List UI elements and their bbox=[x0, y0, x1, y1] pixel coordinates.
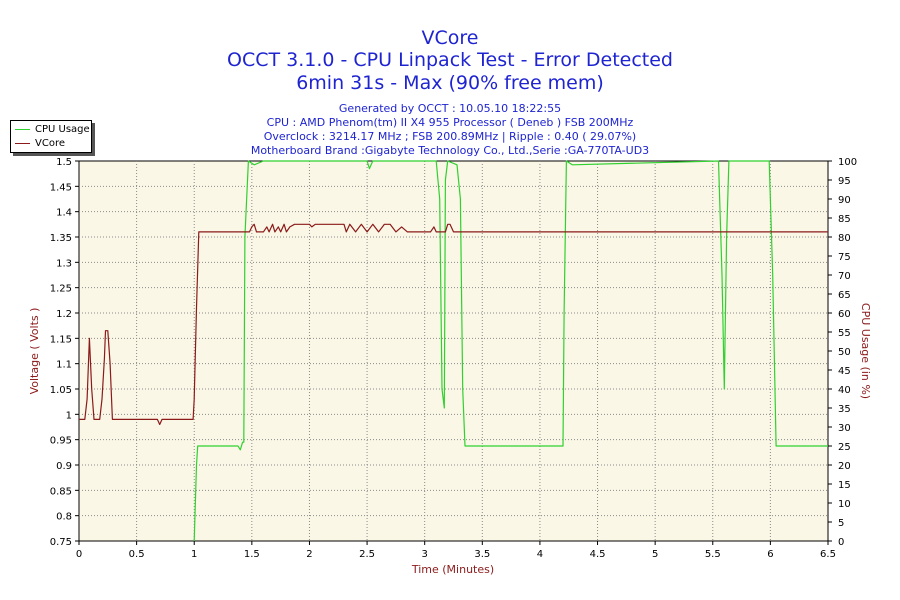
y2-tick-label: 25 bbox=[838, 442, 851, 453]
y-tick-label: 1.25 bbox=[50, 284, 72, 295]
x-tick-label: 6.5 bbox=[820, 549, 836, 560]
y2-tick-label: 15 bbox=[838, 480, 851, 491]
x-tick-label: 6 bbox=[767, 549, 773, 560]
chart-subtitle-test: OCCT 3.1.0 - CPU Linpack Test - Error De… bbox=[227, 49, 673, 71]
y-tick-label: 0.8 bbox=[56, 512, 72, 523]
info-generated: Generated by OCCT : 10.05.10 18:22:55 bbox=[338, 102, 562, 115]
y2-tick-label: 20 bbox=[838, 461, 851, 472]
x-tick-label: 0 bbox=[76, 549, 82, 560]
chart-legend: CPU Usage VCore bbox=[10, 120, 92, 153]
y2-tick-label: 60 bbox=[838, 309, 851, 320]
y-tick-label: 1 bbox=[66, 410, 72, 421]
chart-subtitle-duration: 6min 31s - Max (90% free mem) bbox=[296, 72, 604, 94]
y2-tick-label: 5 bbox=[838, 518, 844, 529]
y2-tick-label: 95 bbox=[838, 176, 851, 187]
y-tick-label: 0.75 bbox=[50, 537, 72, 548]
x-tick-label: 5.5 bbox=[705, 549, 721, 560]
x-tick-label: 3 bbox=[422, 549, 428, 560]
chart-title: VCore bbox=[421, 27, 479, 49]
x-tick-label: 2 bbox=[306, 549, 312, 560]
y-tick-label: 1.15 bbox=[50, 334, 72, 345]
y2-tick-label: 0 bbox=[838, 537, 844, 548]
y2-tick-label: 75 bbox=[838, 252, 851, 263]
info-motherboard: Motherboard Brand :Gigabyte Technology C… bbox=[250, 144, 650, 157]
y2-tick-label: 35 bbox=[838, 404, 851, 415]
legend-swatch-vcore bbox=[15, 143, 30, 144]
y-tick-label: 1.2 bbox=[56, 309, 72, 320]
grid bbox=[79, 161, 828, 541]
x-tick-label: 3.5 bbox=[474, 549, 490, 560]
x-tick-label: 0.5 bbox=[129, 549, 145, 560]
x-tick-label: 1.5 bbox=[244, 549, 260, 560]
y2-tick-label: 80 bbox=[838, 233, 851, 244]
axis-ticks: 0 0.5 1 1.5 2 2.5 3 3.5 4 4.5 5 5.5 6 6.5 0.75 0.8 0.85 0… bbox=[50, 157, 857, 560]
y2-tick-label: 40 bbox=[838, 385, 851, 396]
y-tick-label: 1.45 bbox=[50, 182, 72, 193]
y2-tick-label: 70 bbox=[838, 271, 851, 282]
y2-tick-label: 90 bbox=[838, 195, 851, 206]
y-tick-label: 1.5 bbox=[56, 157, 72, 168]
chart-series bbox=[79, 160, 828, 542]
y-tick-label: 0.9 bbox=[56, 461, 72, 472]
info-cpu: CPU : AMD Phenom(tm) II X4 955 Processor… bbox=[266, 116, 634, 129]
x-tick-label: 5 bbox=[652, 549, 658, 560]
y-tick-label: 1.1 bbox=[56, 360, 72, 371]
series-line-vcore bbox=[79, 223, 828, 426]
x-tick-label: 2.5 bbox=[359, 549, 375, 560]
plot-area bbox=[78, 160, 829, 542]
legend-item-vcore: VCore bbox=[15, 137, 65, 150]
x-tick-label: 1 bbox=[191, 549, 197, 560]
series-line-cpu-usage bbox=[193, 160, 828, 542]
y-tick-label: 0.95 bbox=[50, 436, 72, 447]
y-tick-label: 1.35 bbox=[50, 233, 72, 244]
x-axis-label: Time (Minutes) bbox=[411, 563, 494, 576]
y2-axis-label: CPU Usage (in %) bbox=[859, 303, 872, 399]
x-tick-label: 4 bbox=[537, 549, 543, 560]
legend-swatch-cpu-usage bbox=[15, 129, 30, 130]
y-tick-label: 0.85 bbox=[50, 486, 72, 497]
y2-tick-label: 100 bbox=[838, 157, 857, 168]
y2-tick-label: 65 bbox=[838, 290, 851, 301]
y-tick-label: 1.4 bbox=[56, 208, 72, 219]
y2-tick-label: 55 bbox=[838, 328, 851, 339]
info-overclock: Overclock : 3214.17 MHz ; FSB 200.89MHz … bbox=[263, 130, 637, 143]
legend-item-cpu-usage: CPU Usage bbox=[15, 123, 90, 136]
legend-label-vcore: VCore bbox=[35, 138, 65, 149]
y-tick-label: 1.05 bbox=[50, 385, 72, 396]
y2-tick-label: 85 bbox=[838, 214, 851, 225]
x-tick-label: 4.5 bbox=[590, 549, 606, 560]
y-tick-label: 1.3 bbox=[56, 258, 72, 269]
legend-label-cpu-usage: CPU Usage bbox=[35, 124, 90, 135]
y2-tick-label: 50 bbox=[838, 347, 851, 358]
y2-tick-label: 30 bbox=[838, 423, 851, 434]
y2-tick-label: 10 bbox=[838, 499, 851, 510]
y-axis-label: Voltage ( Volts ) bbox=[28, 308, 41, 395]
y2-tick-label: 45 bbox=[838, 366, 851, 377]
